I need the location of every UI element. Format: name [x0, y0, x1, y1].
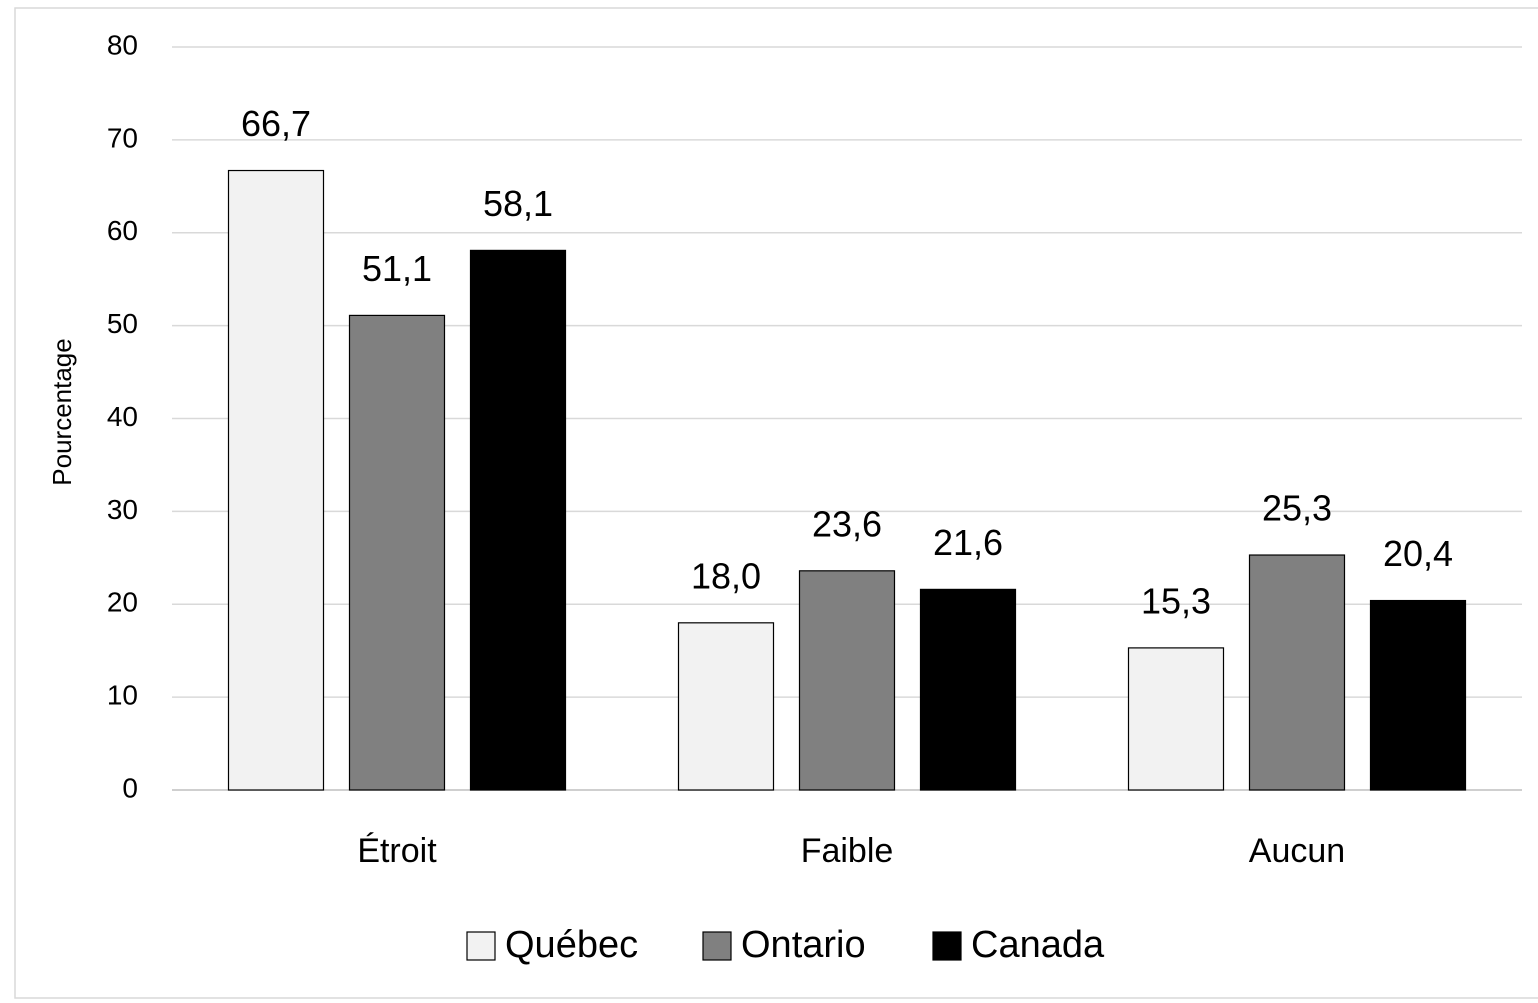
y-tick-label: 60 — [107, 215, 138, 246]
x-tick-label: Aucun — [1249, 832, 1345, 870]
bar — [1127, 647, 1225, 791]
legend-label: Québec — [505, 924, 638, 966]
value-label: 21,6 — [933, 522, 1003, 563]
legend-label: Ontario — [741, 924, 866, 966]
value-label: 25,3 — [1262, 488, 1332, 529]
value-label: 15,3 — [1141, 580, 1211, 621]
y-tick-label: 0 — [122, 772, 138, 803]
value-label: 23,6 — [812, 503, 882, 544]
value-label: 18,0 — [691, 555, 761, 596]
y-tick-label: 50 — [107, 308, 138, 339]
y-tick-label: 70 — [107, 122, 138, 153]
value-label: 66,7 — [241, 103, 311, 144]
bar — [677, 622, 775, 791]
y-axis-label: Pourcentage — [47, 338, 77, 485]
bar — [227, 169, 325, 791]
legend-swatch — [702, 931, 732, 961]
bar — [469, 249, 567, 791]
y-tick-label: 40 — [107, 401, 138, 432]
bar — [348, 314, 446, 791]
y-tick-label: 10 — [107, 680, 138, 711]
y-tick-label: 80 — [107, 29, 138, 60]
legend-label: Canada — [971, 924, 1105, 966]
bar — [919, 588, 1017, 791]
x-tick-label: Étroit — [357, 832, 437, 870]
chart-frame — [14, 7, 1538, 999]
y-tick-label: 30 — [107, 494, 138, 525]
value-label: 58,1 — [483, 183, 553, 224]
legend-swatch — [466, 931, 496, 961]
y-tick-label: 20 — [107, 587, 138, 618]
bar — [798, 570, 896, 791]
x-tick-label: Faible — [801, 832, 894, 870]
bar — [1369, 599, 1467, 791]
value-label: 20,4 — [1383, 533, 1453, 574]
value-label: 51,1 — [362, 248, 432, 289]
bar — [1248, 554, 1346, 791]
legend-swatch — [932, 931, 962, 961]
